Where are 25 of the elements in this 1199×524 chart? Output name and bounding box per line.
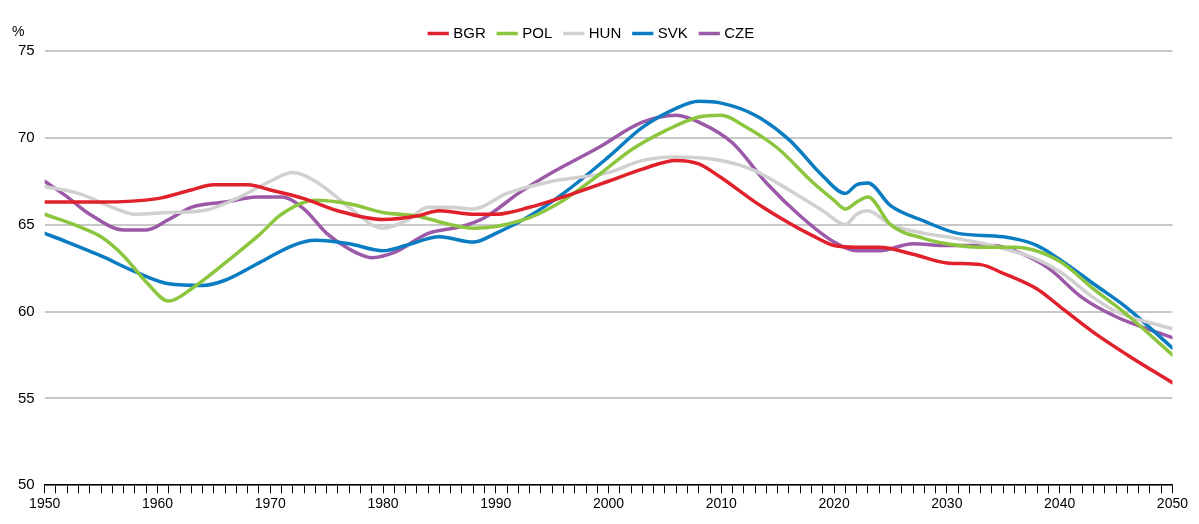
x-tick-label: 1960 bbox=[141, 495, 174, 512]
x-tick-label: 1980 bbox=[367, 495, 399, 512]
x-tick-label: 1990 bbox=[480, 495, 512, 512]
y-axis-title: % bbox=[12, 22, 25, 39]
y-tick-label: 75 bbox=[18, 41, 35, 59]
y-tick-label: 55 bbox=[18, 388, 35, 406]
x-tick-label: 2050 bbox=[1156, 495, 1189, 512]
y-tick-label: 50 bbox=[18, 475, 35, 493]
x-tick-label: 2040 bbox=[1044, 495, 1076, 512]
y-tick-label: 70 bbox=[18, 127, 35, 145]
line-series bbox=[44, 155, 1173, 331]
y-tick-label: 65 bbox=[18, 214, 35, 232]
legend-label: HUN bbox=[588, 23, 622, 41]
y-tick-label: 60 bbox=[18, 301, 35, 319]
x-tick-label: 2030 bbox=[931, 495, 963, 512]
legend-label: SVK bbox=[657, 23, 688, 41]
x-tick-label: 1970 bbox=[254, 495, 287, 512]
x-tick-label: 2000 bbox=[592, 495, 625, 512]
legend-label: CZE bbox=[724, 23, 755, 41]
legend-label: POL bbox=[522, 23, 553, 41]
x-tick-label: 2010 bbox=[705, 495, 738, 512]
x-tick-label: 1950 bbox=[29, 495, 61, 512]
x-tick-label: 2020 bbox=[818, 495, 850, 512]
line-series bbox=[44, 158, 1173, 385]
legend-label: BGR bbox=[453, 23, 486, 41]
